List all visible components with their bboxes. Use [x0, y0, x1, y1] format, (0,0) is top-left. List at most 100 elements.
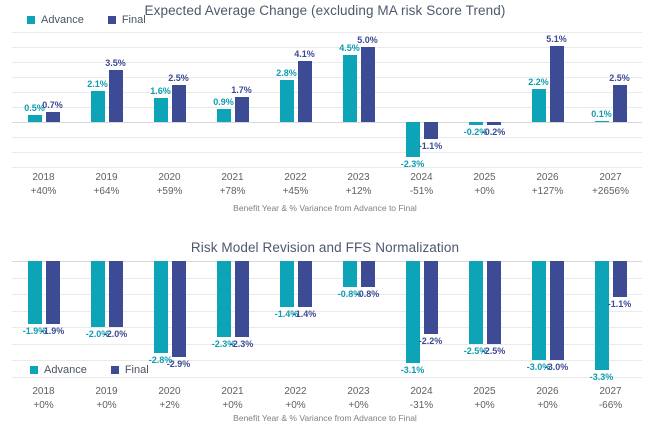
year-label: 2023 [347, 172, 370, 183]
bar-value-label: -2.5% [481, 345, 506, 356]
gridline [12, 327, 642, 328]
gridline [12, 343, 642, 345]
bar-advance-2025 [468, 261, 483, 344]
gridline [12, 261, 642, 262]
bar-value-label: 4.1% [294, 48, 315, 59]
bar-final-2019 [108, 69, 123, 122]
legend-label-final: Final [124, 364, 149, 376]
gridline [12, 107, 642, 108]
variance-label: -51% [409, 186, 434, 197]
year-label: 2020 [158, 172, 181, 183]
bar-value-label: 2.5% [168, 72, 189, 83]
gridline [12, 167, 642, 168]
axis-title: Benefit Year & % Variance from Advance t… [233, 203, 417, 213]
chart-title: Expected Average Change (excluding MA ri… [144, 3, 506, 18]
bar-value-label: 1.7% [231, 84, 252, 95]
gridline [12, 92, 642, 93]
bar-advance-2025 [468, 122, 483, 125]
variance-label: +2% [159, 400, 180, 411]
bar-advance-2024 [405, 261, 420, 364]
variance-label: +2656% [592, 186, 629, 197]
gridline [12, 360, 642, 361]
bar-value-label: 3.5% [105, 57, 126, 68]
bar-advance-2018 [27, 261, 42, 324]
bar-value-label: -2.9% [166, 358, 191, 369]
bar-final-2027 [612, 84, 627, 122]
variance-label: +0% [537, 400, 558, 411]
advance-swatch-icon [30, 366, 38, 374]
bar-value-label: -2.5% [463, 345, 488, 356]
variance-label: -31% [409, 400, 434, 411]
bar-advance-2023 [342, 54, 357, 122]
gridline [12, 47, 642, 48]
year-label: 2024 [410, 172, 433, 183]
bar-value-label: -0.8% [355, 289, 380, 300]
bar-final-2027 [612, 261, 627, 298]
bar-value-label: -0.2% [463, 127, 488, 137]
bar-value-label: -2.3% [400, 158, 425, 169]
year-label: 2025 [473, 172, 496, 183]
bar-advance-2020 [153, 261, 168, 354]
bar-advance-2027 [594, 261, 609, 370]
plot-area: 0.5% 0.7% 2.1% 3.5% 1.6% 2.5% 0.9% 1.7% 2.8% 4.1%… [12, 32, 642, 169]
year-label: 2027 [599, 172, 622, 183]
gridline [12, 152, 642, 153]
legend-item-advance: Advance [27, 14, 84, 26]
bar-value-label: -3.0% [544, 362, 569, 372]
chart-risk-model-revision: Risk Model Revision and FFS Normalizatio… [0, 233, 650, 430]
variance-label: +127% [531, 186, 564, 197]
year-label: 2021 [221, 172, 244, 183]
gridline [12, 122, 642, 123]
bar-value-label: 2.1% [87, 78, 108, 89]
bar-advance-2026 [531, 89, 546, 122]
variance-label: -66% [598, 400, 623, 411]
bar-value-label: -0.2% [481, 127, 506, 137]
bar-value-label: 2.5% [609, 72, 630, 83]
bar-final-2023 [360, 261, 375, 288]
final-swatch-icon [107, 16, 116, 24]
variance-label: +64% [93, 186, 120, 197]
bar-value-label: -2.0% [85, 329, 110, 339]
gridline [12, 77, 642, 78]
gridline [12, 137, 642, 138]
chart-title: Risk Model Revision and FFS Normalizatio… [190, 240, 460, 255]
bar-value-label: -2.3% [229, 338, 254, 349]
bar-advance-2018 [27, 114, 42, 122]
bar-final-2023 [360, 47, 375, 122]
variance-label: +45% [282, 186, 309, 197]
bar-value-label: 0.5% [24, 102, 45, 113]
bar-value-label: -1.4% [274, 309, 299, 320]
bar-advance-2021 [216, 261, 231, 337]
year-label: 2018 [32, 172, 55, 183]
legend-item-final: Final [110, 364, 149, 376]
bar-value-label: -3.1% [400, 365, 425, 376]
year-label: 2025 [473, 386, 496, 397]
year-label: 2026 [536, 172, 559, 183]
bar-final-2021 [234, 96, 249, 122]
year-label: 2020 [158, 386, 181, 397]
year-label: 2027 [599, 386, 622, 397]
gridline [12, 376, 642, 378]
year-label: 2026 [536, 386, 559, 397]
bar-value-label: 1.6% [150, 86, 171, 96]
bar-final-2026 [549, 45, 564, 122]
gridline [12, 32, 642, 33]
bar-final-2018 [45, 111, 60, 122]
bar-value-label: 2.2% [528, 77, 549, 87]
legend-label-final: Final [121, 14, 146, 26]
bar-value-label: -1.1% [418, 140, 443, 151]
bar-value-label: 2.8% [276, 68, 297, 78]
bar-value-label: 0.7% [42, 99, 63, 110]
bar-value-label: -3.0% [526, 362, 551, 372]
bar-advance-2023 [342, 261, 357, 288]
bar-advance-2022 [279, 80, 294, 122]
bar-advance-2020 [153, 98, 168, 122]
bar-final-2020 [171, 84, 186, 122]
bar-value-label: -1.1% [607, 299, 632, 310]
gridline [12, 277, 642, 279]
bar-value-label: 0.1% [591, 108, 612, 119]
legend: Advance Final [30, 364, 149, 376]
bar-value-label: 5.1% [546, 33, 567, 44]
legend-label-advance: Advance [44, 364, 87, 376]
gridline [12, 310, 642, 312]
